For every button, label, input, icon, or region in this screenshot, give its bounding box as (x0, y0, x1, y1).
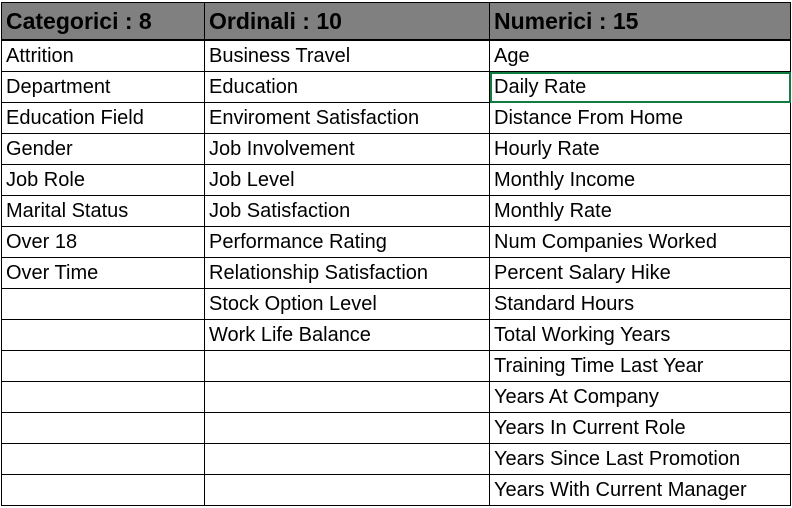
cell-categorici[interactable]: Attrition (1, 39, 205, 72)
table-row: Years With Current Manager (1, 474, 791, 506)
cell-ordinali[interactable] (204, 412, 490, 444)
cell-ordinali[interactable] (204, 381, 490, 413)
cell-categorici[interactable] (1, 443, 205, 475)
cell-numerici[interactable]: Monthly Income (489, 164, 791, 196)
table-row: Years At Company (1, 381, 791, 413)
cell-numerici[interactable]: Total Working Years (489, 319, 791, 351)
cell-ordinali[interactable]: Job Level (204, 164, 490, 196)
cell-ordinali[interactable] (204, 443, 490, 475)
cell-ordinali[interactable]: Performance Rating (204, 226, 490, 258)
cell-ordinali[interactable]: Job Involvement (204, 133, 490, 165)
cell-categorici[interactable] (1, 350, 205, 382)
cell-numerici[interactable]: Training Time Last Year (489, 350, 791, 382)
table-row: Attrition Business Travel Age (1, 39, 791, 72)
cell-numerici[interactable]: Years At Company (489, 381, 791, 413)
table-row: Work Life Balance Total Working Years (1, 319, 791, 351)
cell-ordinali[interactable]: Work Life Balance (204, 319, 490, 351)
cell-ordinali[interactable]: Enviroment Satisfaction (204, 102, 490, 134)
header-cell-ordinali[interactable]: Ordinali : 10 (204, 2, 490, 41)
table-row: Marital Status Job Satisfaction Monthly Ra… (1, 195, 791, 227)
cell-categorici[interactable]: Education Field (1, 102, 205, 134)
cell-categorici[interactable]: Department (1, 71, 205, 103)
cell-numerici[interactable]: Num Companies Worked (489, 226, 791, 258)
cell-categorici[interactable] (1, 381, 205, 413)
cell-numerici[interactable]: Age (489, 39, 791, 72)
cell-ordinali[interactable]: Job Satisfaction (204, 195, 490, 227)
cell-categorici[interactable] (1, 288, 205, 320)
table-row: Job Role Job Level Monthly Income (1, 164, 791, 196)
table-row: Over Time Relationship Satisfaction Percen… (1, 257, 791, 289)
table-row: Years In Current Role (1, 412, 791, 444)
table-row: Department Education Daily Rate (1, 71, 791, 103)
header-cell-categorici[interactable]: Categorici : 8 (1, 2, 205, 41)
cell-categorici[interactable]: Job Role (1, 164, 205, 196)
cell-ordinali[interactable]: Business Travel (204, 39, 490, 72)
cell-categorici[interactable] (1, 412, 205, 444)
cell-numerici[interactable]: Daily Rate (489, 71, 791, 103)
cell-ordinali[interactable]: Stock Option Level (204, 288, 490, 320)
cell-numerici[interactable]: Years With Current Manager (489, 474, 791, 506)
cell-numerici[interactable]: Hourly Rate (489, 133, 791, 165)
cell-numerici[interactable]: Distance From Home (489, 102, 791, 134)
cell-categorici[interactable]: Gender (1, 133, 205, 165)
table-row: Training Time Last Year (1, 350, 791, 382)
table-row: Years Since Last Promotion (1, 443, 791, 475)
cell-categorici[interactable] (1, 474, 205, 506)
cell-categorici[interactable]: Over Time (1, 257, 205, 289)
table-row: Over 18 Performance Rating Num Companies W… (1, 226, 791, 258)
cell-categorici[interactable]: Over 18 (1, 226, 205, 258)
cell-numerici[interactable]: Years Since Last Promotion (489, 443, 791, 475)
header-cell-numerici[interactable]: Numerici : 15 (489, 2, 791, 41)
cell-numerici[interactable]: Years In Current Role (489, 412, 791, 444)
cell-ordinali[interactable]: Education (204, 71, 490, 103)
cell-categorici[interactable] (1, 319, 205, 351)
cell-categorici[interactable]: Marital Status (1, 195, 205, 227)
table-row: Stock Option Level Standard Hours (1, 288, 791, 320)
cell-numerici[interactable]: Percent Salary Hike (489, 257, 791, 289)
cell-numerici[interactable]: Standard Hours (489, 288, 791, 320)
cell-ordinali[interactable] (204, 350, 490, 382)
cell-ordinali[interactable]: Relationship Satisfaction (204, 257, 490, 289)
cell-ordinali[interactable] (204, 474, 490, 506)
table-row: Education Field Enviroment Satisfaction Di… (1, 102, 791, 134)
header-row: Categorici : 8 Ordinali : 10 Numerici : … (1, 2, 791, 41)
cell-numerici[interactable]: Monthly Rate (489, 195, 791, 227)
table-row: Gender Job Involvement Hourly Rate (1, 133, 791, 165)
